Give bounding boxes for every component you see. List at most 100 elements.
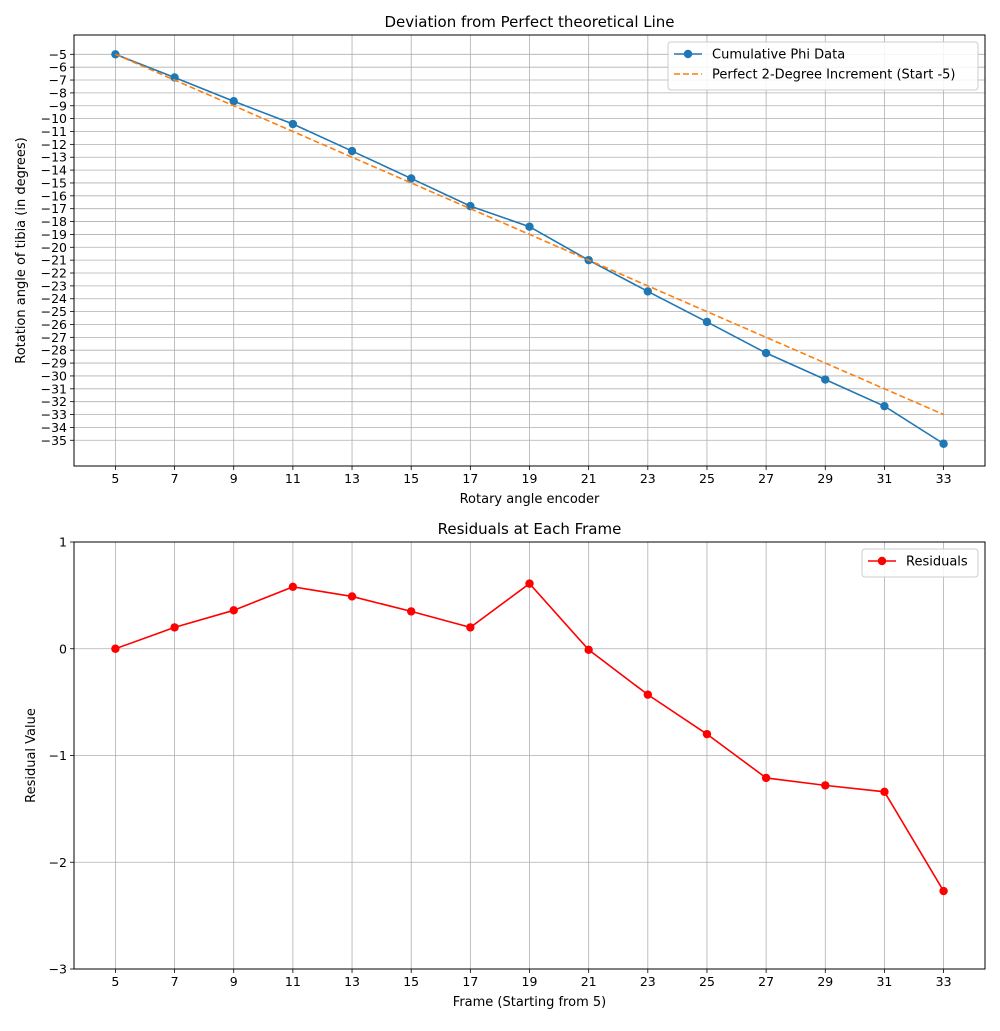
top-chart-x-tick-label: 17 [462,471,478,486]
top-chart-y-tick-label: −22 [41,266,67,281]
bottom-chart-y-axis-label: Residual Value [24,708,39,803]
top-chart-x-tick-label: 33 [936,471,952,486]
top-chart-y-tick-label: −28 [41,343,67,358]
top-chart-y-tick-label: −20 [41,240,67,255]
top-chart-legend: Cumulative Phi Data Perfect 2-Degree Incr… [667,41,979,91]
top-chart-x-tick-label: 9 [230,471,238,486]
bottom-chart-series-0-point [111,644,120,653]
top-chart-y-tick-label: −15 [41,175,67,190]
bottom-chart-x-tick-label: 23 [640,974,656,989]
bottom-chart-legend-label: Residuals [906,555,968,570]
bottom-chart-x-tick-label: 9 [230,974,238,989]
bottom-chart-y-tick-label: 1 [59,535,67,550]
bottom-chart-series-0-point [170,623,179,632]
bottom-chart-series-0-point [525,579,534,588]
bottom-chart-x-tick-label: 21 [581,974,597,989]
bottom-chart-x-tick-label: 31 [876,974,892,989]
top-chart-y-tick-label: −10 [41,111,67,126]
bottom-chart-series-0-point [288,582,298,592]
top-chart-y-tick-label: −24 [41,291,67,306]
bottom-chart-series-0-point [702,729,712,739]
bottom-chart-y-tick-label: −3 [49,962,67,977]
top-chart-y-tick-label: −21 [41,253,67,268]
bottom-chart-x-tick-label: 11 [285,974,301,989]
top-chart-x-axis-label: Rotary angle encoder [460,492,600,507]
bottom-chart: 5 7 9 11 13 15 17 19 21 23 25 27 29 31 33 1 0 −1 −2 −3 Res… [24,520,986,1010]
top-chart-x-tick-label: 5 [111,471,119,486]
top-chart-y-tick-label: −9 [49,98,67,113]
bottom-chart-y-tick-label: 0 [59,641,67,656]
top-chart-y-tick-label: −27 [41,330,67,345]
bottom-chart-x-tick-label: 33 [936,974,952,989]
bottom-chart-series-0-point [821,781,830,790]
top-chart-y-ticks: −5−6−7−8−9−10−11−12−13−14−15−16−17−18−19… [41,47,74,448]
top-chart-series-0-point [288,119,298,129]
top-chart-x-tick-label: 15 [403,471,419,486]
top-chart-series-0-point [939,439,948,448]
top-chart-y-tick-label: −32 [41,394,67,409]
bottom-chart-legend-marker [877,556,887,566]
top-chart-title: Deviation from Perfect theoretical Line [384,13,674,31]
top-chart-y-tick-label: −11 [41,124,67,139]
top-chart-x-tick-label: 19 [522,471,538,486]
top-chart-y-tick-label: −25 [41,304,67,319]
bottom-chart-x-tick-label: 25 [699,974,715,989]
top-chart-y-tick-label: −34 [41,420,67,435]
top-chart-y-tick-label: −33 [41,407,67,422]
bottom-chart-x-axis-label: Frame (Starting from 5) [453,995,606,1010]
bottom-chart-title: Residuals at Each Frame [438,520,622,538]
bottom-chart-x-ticks: 5 7 9 11 13 15 17 19 21 23 25 27 29 31 33 [111,969,952,989]
bottom-chart-series-0-point [229,606,238,615]
top-chart-series-0-point [525,222,534,231]
bottom-chart-y-ticks: 1 0 −1 −2 −3 [49,535,74,977]
top-chart-x-tick-label: 7 [171,471,179,486]
bottom-chart-legend-box [861,548,979,578]
top-chart-series-0-point [406,174,416,183]
bottom-chart-x-tick-label: 27 [758,974,774,989]
top-chart-y-tick-label: −29 [41,356,67,371]
bottom-chart-x-tick-label: 13 [344,974,360,989]
bottom-chart-series-0-point [880,787,889,796]
bottom-chart-series-0-point [643,690,653,699]
top-chart-series-0-point [229,97,238,106]
top-chart-y-tick-label: −30 [41,368,67,383]
top-chart-y-tick-label: −18 [41,214,67,229]
top-chart-x-tick-label: 11 [285,471,301,486]
bottom-chart-x-tick-label: 29 [817,974,833,989]
top-chart-y-tick-label: −31 [41,381,67,396]
top-chart-x-tick-label: 27 [758,471,774,486]
top-chart-series-0-point [880,401,889,411]
bottom-chart-series-0-point [347,592,357,601]
top-chart-y-tick-label: −26 [41,317,67,332]
top-chart-series-0-point [821,375,830,384]
top-chart-x-tick-label: 21 [581,471,597,486]
top-chart-y-tick-label: −7 [49,73,67,88]
top-chart-y-tick-label: −8 [49,85,67,100]
top-chart-legend-label: Cumulative Phi Data [712,48,845,63]
bottom-chart-x-tick-label: 7 [171,974,179,989]
bottom-chart-x-tick-label: 5 [111,974,119,989]
bottom-chart-series-0-point [466,623,475,632]
top-chart-x-tick-label: 29 [817,471,833,486]
top-chart-legend-label: Perfect 2-Degree Increment (Start -5) [712,68,955,83]
bottom-chart-x-tick-label: 19 [522,974,538,989]
bottom-chart-y-tick-label: −1 [49,748,67,763]
top-chart-y-tick-label: −5 [49,47,67,62]
top-chart-series-0-point [170,73,179,82]
top-chart-series [111,50,948,448]
top-chart-y-tick-label: −13 [41,150,67,165]
bottom-chart-series-0-point [939,886,948,896]
top-chart-y-tick-label: −16 [41,188,67,203]
top-chart-grid [74,35,985,466]
top-chart-x-tick-label: 31 [876,471,892,486]
bottom-chart-series [111,579,948,896]
top-chart-y-tick-label: −6 [49,60,67,75]
top-chart-y-tick-label: −12 [41,137,67,152]
bottom-chart-series-0-point [584,645,593,655]
top-chart-series-0-point [702,317,712,327]
bottom-chart-series-0-point [406,607,416,616]
top-chart-y-tick-label: −35 [41,433,67,448]
